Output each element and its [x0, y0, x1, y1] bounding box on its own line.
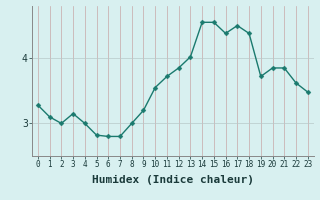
X-axis label: Humidex (Indice chaleur): Humidex (Indice chaleur) — [92, 175, 254, 185]
